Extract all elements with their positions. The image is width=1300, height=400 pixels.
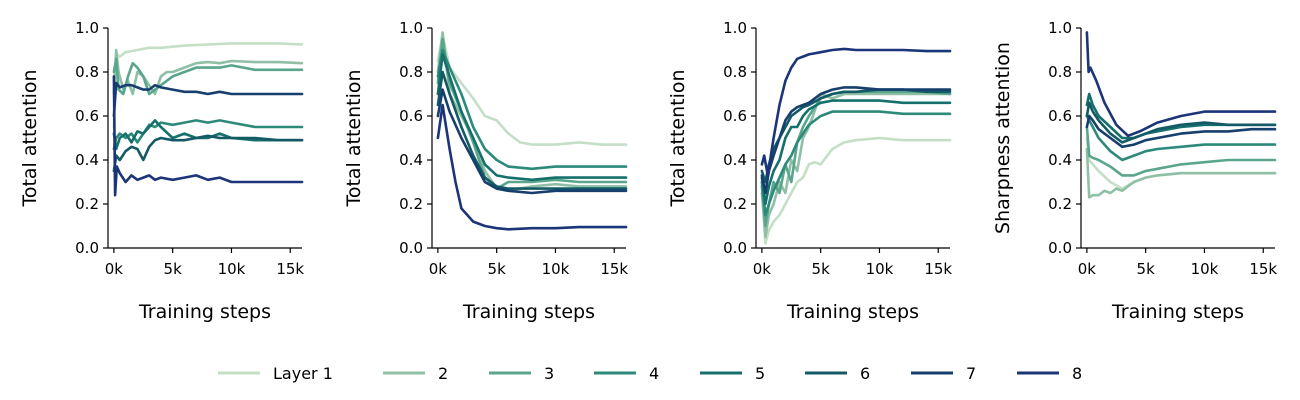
legend-item-6: 6: [805, 364, 870, 383]
panel-3-ytick-label: 1.0: [723, 19, 747, 37]
panel-2-ytick-label: 1.0: [399, 19, 423, 37]
panel-2-series-4-line: [436, 48, 628, 171]
panel-2-series-8-line: [436, 103, 628, 231]
panel-2-xtick-label: 10k: [542, 260, 570, 278]
panel-1-xtick-label: 15k: [276, 260, 304, 278]
panel-4-xtick-label: 5k: [1137, 260, 1156, 278]
panel-1: 0.0 0.2 0.4 0.6 0.8 1.0 0k 5k 10k 15k Training ste…: [19, 19, 304, 323]
panel-2-series-6-line: [436, 70, 628, 190]
panel-3-ylabel: Total attention: [667, 69, 689, 207]
legend-label: 2: [438, 364, 448, 383]
legend-item-5: 5: [700, 364, 765, 383]
panel-4-series-3-line: [1085, 125, 1277, 177]
panel-1-ytick-label: 1.0: [75, 19, 99, 37]
panel-1-ytick-label: 0.4: [75, 151, 99, 169]
panel-3-series-1-line: [760, 136, 952, 245]
panel-4-ytick-label: 0.4: [1048, 151, 1072, 169]
panel-4-series-6-line: [1085, 101, 1277, 144]
panel-2-xtick-label: 15k: [600, 260, 628, 278]
panel-3-xtick-label: 0k: [753, 260, 772, 278]
panel-2: 0.0 0.2 0.4 0.6 0.8 1.0 0k 5k 10k 15k Training ste…: [343, 19, 628, 323]
panel-3: 0.0 0.2 0.4 0.6 0.8 1.0 0k 5k 10k 15k Training ste…: [667, 19, 952, 323]
panel-4-ytick-label: 1.0: [1048, 19, 1072, 37]
panel-3-ytick-label: 0.6: [723, 107, 747, 125]
panel-4-xlabel: Training steps: [1111, 301, 1244, 323]
panel-4-ylabel: Sharpness attention: [992, 42, 1014, 234]
legend-item-1: Layer 1: [218, 364, 333, 383]
panel-3-series-8-line: [760, 47, 952, 177]
panel-2-ytick-label: 0.2: [399, 195, 423, 213]
legend-item-4: 4: [594, 364, 659, 383]
panel-1-ytick-label: 0.8: [75, 63, 99, 81]
legend-label: 6: [860, 364, 870, 383]
panel-3-ytick-label: 0.4: [723, 151, 747, 169]
panel-3-xtick-label: 10k: [866, 260, 894, 278]
panel-1-series-6-line: [112, 134, 304, 173]
panel-4: 0.0 0.2 0.4 0.6 0.8 1.0 0k 5k 10k 15k Training ste…: [992, 19, 1277, 323]
panel-2-series-7-line: [436, 88, 628, 195]
panel-4-xtick-label: 15k: [1249, 260, 1277, 278]
panel-1-xtick-label: 5k: [164, 260, 183, 278]
panel-3-series-7-line: [760, 86, 952, 195]
panel-1-series-1-line: [112, 42, 304, 129]
panel-3-ytick-label: 0.0: [723, 239, 747, 257]
legend-label: 4: [649, 364, 659, 383]
panel-1-ylabel: Total attention: [19, 69, 41, 207]
legend-label: 5: [755, 364, 765, 383]
panel-2-ytick-label: 0.4: [399, 151, 423, 169]
panel-4-xtick-label: 10k: [1191, 260, 1219, 278]
panel-4-ytick-label: 0.2: [1048, 195, 1072, 213]
panel-1-series-7-line: [112, 81, 304, 118]
panel-3-xlabel: Training steps: [786, 301, 919, 323]
panel-4-series-2-line: [1085, 147, 1277, 199]
legend-label: Layer 1: [273, 364, 333, 383]
legend-label: 7: [966, 364, 976, 383]
panel-3-xtick-label: 15k: [924, 260, 952, 278]
panel-4-ytick-label: 0.6: [1048, 107, 1072, 125]
panel-4-xtick-label: 0k: [1078, 260, 1097, 278]
panel-1-xtick-label: 10k: [218, 260, 246, 278]
panel-1-ytick-label: 0.2: [75, 195, 99, 213]
panel-3-ytick-label: 0.2: [723, 195, 747, 213]
panel-3-series-2-line: [760, 92, 952, 239]
legend-item-3: 3: [489, 364, 554, 383]
panel-4-ytick-label: 0.8: [1048, 63, 1072, 81]
legend-label: 8: [1072, 364, 1082, 383]
panel-2-ytick-label: 0.8: [399, 63, 423, 81]
panel-2-series-5-line: [436, 53, 628, 182]
panel-2-ytick-label: 0.6: [399, 107, 423, 125]
panel-3-xtick-label: 5k: [812, 260, 831, 278]
panel-2-xlabel: Training steps: [462, 301, 595, 323]
panel-1-series-2-line: [112, 48, 304, 96]
panel-2-series-1-line: [436, 33, 628, 146]
panel-3-series-4-line: [760, 110, 952, 217]
panel-1-ytick-label: 0.6: [75, 107, 99, 125]
panel-4-ytick-label: 0.0: [1048, 239, 1072, 257]
legend-item-7: 7: [911, 364, 976, 383]
panel-4-series-4-line: [1085, 114, 1277, 162]
panel-1-series-4-line: [112, 119, 304, 151]
panel-1-ytick-label: 0.0: [75, 239, 99, 257]
panel-2-ytick-label: 0.0: [399, 239, 423, 257]
legend: Layer 1 2 3 4 5 6 7 8: [218, 364, 1082, 383]
panel-1-xlabel: Training steps: [138, 301, 271, 323]
panel-1-series-8-line: [112, 75, 304, 197]
panel-2-xtick-label: 5k: [488, 260, 507, 278]
panel-2-ylabel: Total attention: [343, 69, 365, 207]
panel-3-series-3-line: [760, 90, 952, 228]
panel-4-series-7-line: [1085, 114, 1277, 149]
panel-3-ytick-label: 0.8: [723, 63, 747, 81]
legend-item-2: 2: [383, 364, 448, 383]
legend-item-8: 8: [1017, 364, 1082, 383]
panel-2-xtick-label: 0k: [429, 260, 448, 278]
panel-1-series-3-line: [112, 57, 304, 96]
panel-3-series-5-line: [760, 99, 952, 206]
panel-4-series-8-line: [1085, 31, 1277, 138]
panels: 0.0 0.2 0.4 0.6 0.8 1.0 0k 5k 10k 15k Training ste…: [19, 19, 1277, 323]
panel-1-xtick-label: 0k: [105, 260, 124, 278]
legend-label: 3: [544, 364, 554, 383]
